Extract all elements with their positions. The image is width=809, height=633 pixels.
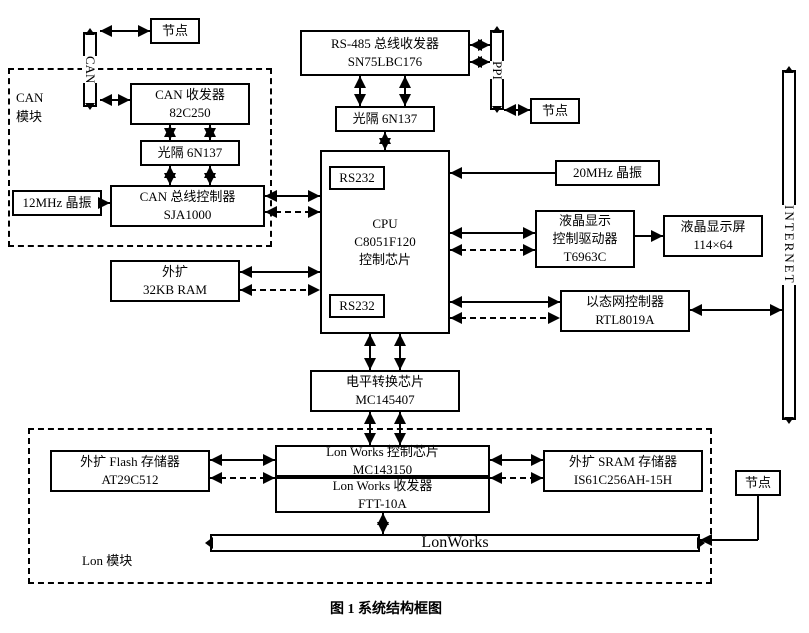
node-ppi: 节点 xyxy=(530,98,580,124)
lon-ctrl-box: Lon Works 控制芯片 MC143150 xyxy=(275,445,490,477)
lon-ctrl-text: Lon Works 控制芯片 MC143150 xyxy=(326,443,439,479)
lon-trx-text: Lon Works 收发器 FTT-10A xyxy=(333,477,433,513)
flash-text: 外扩 Flash 存储器 AT29C512 xyxy=(80,453,180,489)
rs485-text: RS-485 总线收发器 SN75LBC176 xyxy=(331,35,439,71)
sram-box: 外扩 SRAM 存储器 IS61C256AH-15H xyxy=(543,450,703,492)
osc20-box: 20MHz 晶振 xyxy=(555,160,660,186)
level-box: 电平转换芯片 MC145407 xyxy=(310,370,460,412)
lon-module-label: Lon 模块 xyxy=(80,550,134,569)
lcd-box: 液晶显示屏 114×64 xyxy=(663,215,763,257)
opto1-box: 光隔 6N137 xyxy=(140,140,240,166)
level-text: 电平转换芯片 MC145407 xyxy=(346,373,424,409)
can-ctrl-text: CAN 总线控制器 SJA1000 xyxy=(140,188,236,224)
rs232-b: RS232 xyxy=(329,294,385,318)
sram-text: 外扩 SRAM 存储器 IS61C256AH-15H xyxy=(569,453,677,489)
ethernet-text: 以态网控制器 RTL8019A xyxy=(586,293,664,329)
lonworks-bus: LonWorks xyxy=(210,534,700,552)
can-bus-label: CAN xyxy=(82,56,98,83)
node-top: 节点 xyxy=(150,18,200,44)
lonworks-label: LonWorks xyxy=(421,534,488,552)
internet-label: INTERNET xyxy=(781,205,797,285)
ram-text: 外扩 32KB RAM xyxy=(143,263,207,299)
lcd-ctrl-text: 液晶显示 控制驱动器 T6963C xyxy=(552,212,617,267)
rs232-a: RS232 xyxy=(329,166,385,190)
can-transceiver-box: CAN 收发器 82C250 xyxy=(130,83,250,125)
can-transceiver-text: CAN 收发器 82C250 xyxy=(155,86,225,122)
ram-box: 外扩 32KB RAM xyxy=(110,260,240,302)
can-bus: CAN xyxy=(83,32,97,107)
flash-box: 外扩 Flash 存储器 AT29C512 xyxy=(50,450,210,492)
lon-trx-box: Lon Works 收发器 FTT-10A xyxy=(275,477,490,513)
rs485-box: RS-485 总线收发器 SN75LBC176 xyxy=(300,30,470,76)
ppi-bus: PPI xyxy=(490,30,504,110)
opto2-box: 光隔 6N137 xyxy=(335,106,435,132)
lcd-ctrl-box: 液晶显示 控制驱动器 T6963C xyxy=(535,210,635,268)
cpu-text: CPU C8051F120 控制芯片 xyxy=(354,215,415,270)
lcd-text: 液晶显示屏 114×64 xyxy=(680,218,745,254)
internet-bus: INTERNET xyxy=(782,70,796,420)
can-ctrl-box: CAN 总线控制器 SJA1000 xyxy=(110,185,265,227)
cpu-box: RS232 CPU C8051F120 控制芯片 RS232 xyxy=(320,150,450,334)
node-lon: 节点 xyxy=(735,470,781,496)
osc12-box: 12MHz 晶振 xyxy=(12,190,102,216)
ppi-bus-label: PPI xyxy=(489,61,505,80)
ethernet-box: 以态网控制器 RTL8019A xyxy=(560,290,690,332)
can-module-label: CAN 模块 xyxy=(14,90,45,125)
figure-caption: 图 1 系统结构框图 xyxy=(330,598,442,618)
